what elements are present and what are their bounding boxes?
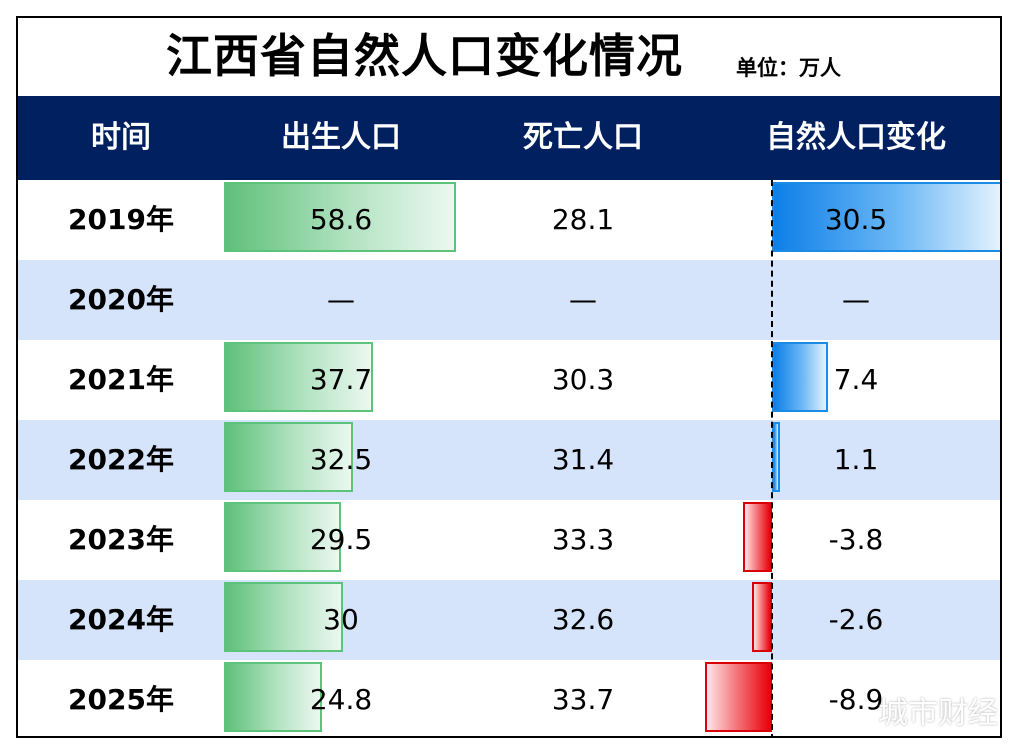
birth-data-bar <box>224 182 456 252</box>
natural-change-cell: 1.1 <box>833 443 879 476</box>
positive-change-bar <box>772 182 1000 252</box>
title-row: 江西省自然人口变化情况 单位：万人 <box>18 18 1000 96</box>
table-row: 2024年 30 32.6 -2.6 <box>18 580 1000 660</box>
table-row: 2020年 — — — <box>18 260 1000 340</box>
header-natural-change: 自然人口变化 <box>766 120 946 155</box>
year-cell: 2023年 <box>68 523 174 556</box>
deaths-cell: 28.1 <box>551 203 615 236</box>
natural-change-cell: -8.9 <box>828 683 884 716</box>
unit-label: 单位：万人 <box>736 56 841 80</box>
deaths-cell: 33.7 <box>551 683 615 716</box>
positive-change-bar <box>772 422 780 492</box>
year-cell: 2019年 <box>68 203 174 236</box>
birth-data-bar <box>224 662 322 732</box>
births-cell: — <box>327 283 355 316</box>
natural-change-cell: — <box>842 283 870 316</box>
positive-change-bar <box>772 342 828 412</box>
table-row: 2019年 58.6 28.1 30.5 <box>18 180 1000 260</box>
birth-data-bar <box>224 502 341 572</box>
table-row: 2021年 37.7 30.3 7.4 <box>18 340 1000 420</box>
birth-data-bar <box>224 342 373 412</box>
table-row: 2023年 29.5 33.3 -3.8 <box>18 500 1000 580</box>
natural-change-cell: 7.4 <box>833 363 879 396</box>
births-cell: 58.6 <box>309 203 373 236</box>
table-header: 时间 出生人口 死亡人口 自然人口变化 <box>18 96 1000 180</box>
table-row: 2025年 24.8 33.7 -8.9 <box>18 660 1000 736</box>
birth-data-bar <box>224 582 343 652</box>
deaths-cell: 30.3 <box>551 363 615 396</box>
natural-change-cell: 30.5 <box>824 203 888 236</box>
year-cell: 2022年 <box>68 443 174 476</box>
header-deaths: 死亡人口 <box>523 120 643 155</box>
natural-change-cell: -2.6 <box>828 603 884 636</box>
table-frame: 江西省自然人口变化情况 单位：万人 时间 出生人口 死亡人口 自然人口变化 20… <box>16 16 1002 738</box>
header-time: 时间 <box>91 120 151 155</box>
year-cell: 2025年 <box>68 683 174 716</box>
deaths-cell: 32.6 <box>551 603 615 636</box>
table-row: 2022年 32.5 31.4 1.1 <box>18 420 1000 500</box>
chart-title: 江西省自然人口变化情况 <box>166 29 683 83</box>
birth-data-bar <box>224 422 353 492</box>
natural-change-cell: -3.8 <box>828 523 884 556</box>
deaths-cell: 33.3 <box>551 523 615 556</box>
births-cell: 29.5 <box>309 523 373 556</box>
header-births: 出生人口 <box>281 120 401 155</box>
negative-change-bar <box>705 662 772 732</box>
deaths-cell: 31.4 <box>551 443 615 476</box>
year-cell: 2024年 <box>68 603 174 636</box>
year-cell: 2021年 <box>68 363 174 396</box>
watermark: 城市财经 <box>878 696 998 731</box>
births-cell: 24.8 <box>309 683 373 716</box>
zero-axis-line <box>771 180 773 736</box>
year-cell: 2020年 <box>68 283 174 316</box>
births-cell: 30 <box>323 603 359 636</box>
deaths-cell: — <box>569 283 597 316</box>
negative-change-bar <box>743 502 772 572</box>
births-cell: 32.5 <box>309 443 373 476</box>
births-cell: 37.7 <box>309 363 373 396</box>
